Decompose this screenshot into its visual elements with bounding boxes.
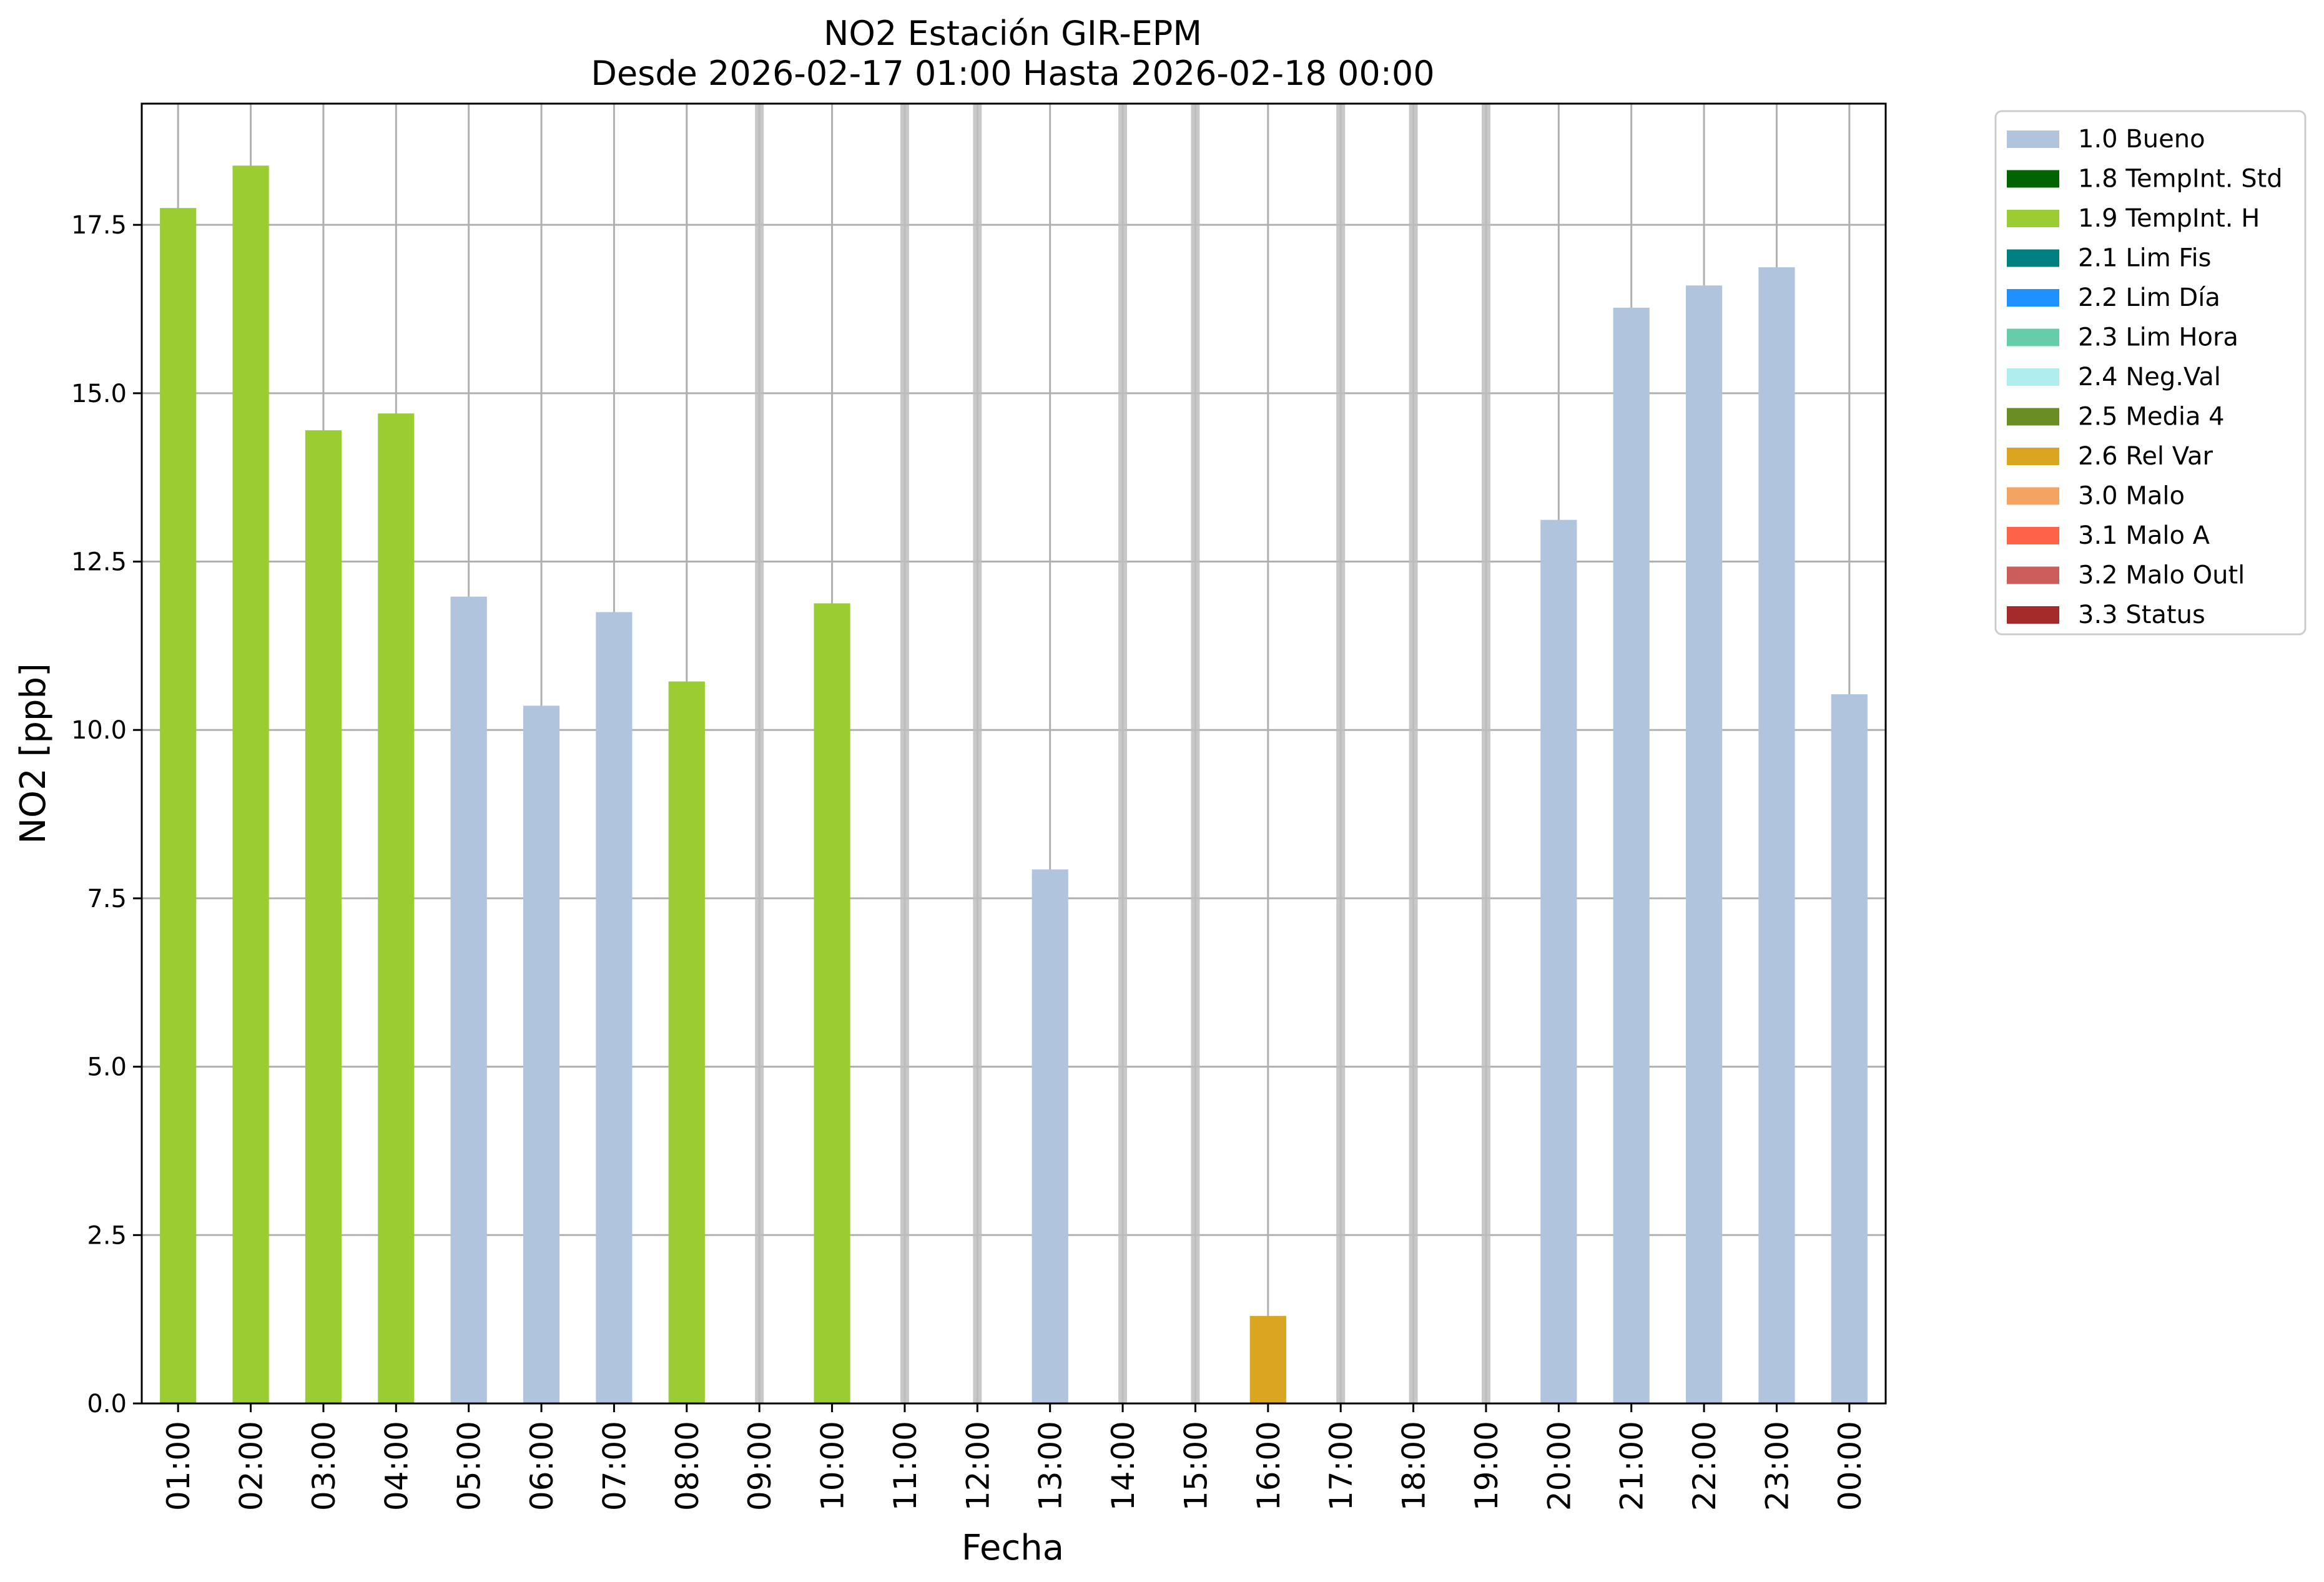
x-tick-label: 11:00 (887, 1421, 923, 1511)
y-tick-label: 7.5 (87, 885, 127, 913)
y-tick-label: 0.0 (87, 1390, 127, 1418)
y-tick-label: 10.0 (71, 716, 127, 745)
x-tick-label: 02:00 (234, 1421, 270, 1511)
legend-swatch (2007, 448, 2059, 465)
x-tick-label: 06:00 (524, 1421, 560, 1511)
y-tick-label: 15.0 (71, 380, 127, 408)
x-tick-label: 21:00 (1614, 1421, 1650, 1511)
bar-2200 (1685, 285, 1723, 1403)
legend-swatch (2007, 606, 2059, 624)
bar-2000 (1540, 519, 1577, 1403)
y-axis-ticks: 0.0 2.5 5.0 7.5 10.0 12.5 15.0 17.5 (71, 211, 142, 1418)
x-axis-label: Fecha (962, 1528, 1064, 1568)
x-tick-label: 09:00 (742, 1421, 778, 1511)
missing-bar-1100 (900, 104, 909, 1403)
legend-label: 3.0 Malo (2078, 482, 2185, 511)
legend-swatch (2007, 170, 2059, 188)
legend-label: 3.3 Status (2078, 601, 2205, 629)
chart-title-line2: Desde 2026-02-17 01:00 Hasta 2026-02-18 … (591, 54, 1434, 93)
legend-swatch (2007, 566, 2059, 584)
legend-label: 2.4 Neg.Val (2078, 363, 2221, 391)
legend-swatch (2007, 130, 2059, 148)
legend-label: 1.0 Bueno (2078, 125, 2205, 154)
bars (160, 104, 1868, 1404)
x-tick-label: 07:00 (596, 1421, 633, 1511)
x-tick-label: 04:00 (378, 1421, 415, 1511)
missing-bar-1700 (1336, 104, 1346, 1403)
bar-1300 (1032, 869, 1068, 1403)
x-axis-ticks: 01:00 02:00 03:00 04:00 05:00 06:00 07:00 08:00… (160, 1403, 1868, 1511)
plot-frame (140, 102, 1887, 1405)
legend-swatch (2007, 210, 2059, 227)
bar-0700 (596, 612, 633, 1403)
x-tick-label: 23:00 (1759, 1421, 1795, 1511)
x-tick-label: 15:00 (1178, 1421, 1214, 1511)
x-tick-label: 03:00 (306, 1421, 342, 1511)
bar-0200 (232, 165, 269, 1403)
legend-swatch (2007, 408, 2059, 426)
y-tick-label: 17.5 (71, 211, 127, 240)
legend-label: 2.3 Lim Hora (2078, 323, 2238, 352)
y-tick-label: 2.5 (87, 1221, 127, 1250)
legend-label: 2.5 Media 4 (2078, 403, 2225, 431)
legend-label: 2.2 Lim Día (2078, 283, 2220, 312)
bar-0500 (450, 596, 487, 1404)
bar-1000 (814, 603, 850, 1404)
x-tick-label: 00:00 (1832, 1421, 1868, 1511)
chart-title-line1: NO2 Estación GIR-EPM (824, 14, 1202, 53)
missing-bar-1200 (973, 104, 982, 1403)
bar-1600 (1249, 1315, 1286, 1403)
legend-label: 1.8 TempInt. Std (2078, 165, 2283, 194)
x-tick-label: 22:00 (1686, 1421, 1723, 1511)
y-tick-label: 12.5 (71, 548, 127, 577)
bar-0800 (668, 681, 705, 1403)
x-tick-label: 01:00 (160, 1421, 197, 1511)
x-tick-label: 17:00 (1323, 1421, 1359, 1511)
bar-2300 (1758, 267, 1795, 1403)
missing-bar-1500 (1191, 104, 1200, 1403)
legend-swatch (2007, 289, 2059, 307)
legend-swatch (2007, 368, 2059, 386)
legend-swatch (2007, 328, 2059, 346)
x-tick-label: 10:00 (815, 1421, 851, 1511)
missing-bar-1900 (1481, 104, 1490, 1403)
legend-label: 3.2 Malo Outl (2078, 561, 2245, 590)
legend-label: 2.1 Lim Fis (2078, 244, 2211, 273)
x-tick-label: 12:00 (960, 1421, 996, 1511)
legend-label: 3.1 Malo A (2078, 521, 2210, 550)
bar-0300 (305, 430, 342, 1403)
y-tick-label: 5.0 (87, 1053, 127, 1082)
legend-label: 1.9 TempInt. H (2078, 204, 2260, 233)
x-tick-label: 18:00 (1396, 1421, 1432, 1511)
missing-bar-1800 (1409, 104, 1418, 1403)
x-tick-label: 08:00 (669, 1421, 706, 1511)
x-tick-label: 20:00 (1541, 1421, 1577, 1511)
x-tick-label: 14:00 (1105, 1421, 1141, 1511)
bar-0100 (160, 208, 197, 1403)
bar-0600 (523, 705, 560, 1403)
legend-label: 2.6 Rel Var (2078, 442, 2213, 471)
x-tick-label: 05:00 (451, 1421, 488, 1511)
bar-0000 (1831, 694, 1868, 1403)
x-tick-label: 16:00 (1251, 1421, 1287, 1511)
missing-bar-1400 (1118, 104, 1128, 1403)
bar-2100 (1613, 307, 1650, 1403)
legend-box (1994, 110, 2307, 636)
x-tick-label: 13:00 (1033, 1421, 1069, 1511)
bar-0400 (378, 413, 415, 1403)
legend-swatch (2007, 249, 2059, 267)
missing-bar-0900 (755, 104, 764, 1403)
legend-swatch (2007, 487, 2059, 505)
x-tick-label: 19:00 (1469, 1421, 1505, 1511)
legend: 1.0 Bueno 1.8 TempInt. Std 1.9 TempInt. H 2… (1994, 110, 2307, 636)
y-axis-label: NO2 [ppb] (13, 663, 54, 844)
legend-swatch (2007, 527, 2059, 544)
